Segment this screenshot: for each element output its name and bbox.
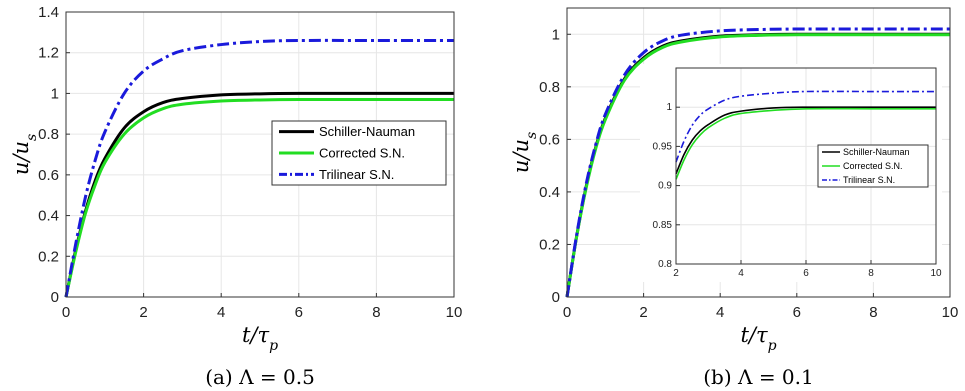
x-tick-label: 10 <box>446 304 463 321</box>
x-tick-label: 8 <box>372 304 380 321</box>
y-tick-label: 1 <box>666 102 672 113</box>
y-tick-label: 1.2 <box>38 45 59 62</box>
x-tick-label: 0 <box>563 304 571 321</box>
y-tick-label: 0.95 <box>653 141 673 152</box>
series-line <box>64 38 454 298</box>
x-tick-label: 0 <box>62 304 70 321</box>
y-tick-label: 0.2 <box>38 248 59 265</box>
x-tick-label: 10 <box>930 268 942 279</box>
y-tick-label: 1 <box>51 85 59 102</box>
y-tick-label: 1 <box>552 26 560 43</box>
series-line <box>675 107 936 180</box>
x-tick-label: 2 <box>673 268 679 279</box>
legend-label: Schiller-Nauman <box>843 147 910 157</box>
x-tick-label: 8 <box>869 304 877 321</box>
x-tick-label: 4 <box>738 268 744 279</box>
caption-a: (a) Λ = 0.5 <box>205 365 315 389</box>
x-tick-label: 10 <box>942 304 959 321</box>
caption-b: (b) Λ = 0.1 <box>703 365 814 389</box>
x-tick-label: 2 <box>139 304 147 321</box>
y-tick-label: 0.8 <box>38 126 59 143</box>
inset-panel: 2 4 6 8 10 0.8 0.85 0.9 0.95 1 Schiller-Nauman Corr… <box>653 67 942 279</box>
x-tick-label: 6 <box>803 268 809 279</box>
y-axis-label-b: u/us <box>509 132 540 173</box>
y-tick-label: 0.4 <box>38 208 59 225</box>
legend-label: Schiller-Nauman <box>319 124 415 139</box>
x-tick-label: 2 <box>639 304 647 321</box>
y-tick-label: 0 <box>552 289 560 306</box>
x-tick-label: 4 <box>716 304 724 321</box>
series-line <box>64 98 455 298</box>
y-tick-label: 0.9 <box>658 181 672 192</box>
y-tick-label: 0.6 <box>539 131 560 148</box>
axes-frame <box>566 7 951 298</box>
x-axis-label-a: t/τp <box>242 323 278 354</box>
y-axis-label-a: u/us <box>9 134 40 175</box>
axes-frame <box>675 67 937 265</box>
panel-a: 0 2 4 6 8 10 0 0.2 0.4 0.6 0.8 1 1.2 1.4 Schiller-Naum… <box>38 4 462 321</box>
series-line <box>675 106 936 175</box>
x-tick-label: 6 <box>793 304 801 321</box>
y-tick-label: 1.4 <box>38 4 59 21</box>
series-line <box>675 90 936 163</box>
y-tick-label: 0.2 <box>539 236 560 253</box>
legend-label: Corrected S.N. <box>319 146 405 161</box>
legend-label: Trilinear S.N. <box>843 175 895 185</box>
y-tick-label: 0.6 <box>38 167 59 184</box>
y-tick-label: 0.8 <box>658 259 672 270</box>
y-tick-label: 0.8 <box>539 79 560 96</box>
y-tick-label: 0.4 <box>539 184 560 201</box>
legend-label: Corrected S.N. <box>843 161 903 171</box>
y-tick-label: 0.85 <box>653 220 673 231</box>
series-line <box>565 27 950 298</box>
axes-frame <box>65 11 455 298</box>
x-tick-label: 4 <box>217 304 225 321</box>
x-tick-label: 6 <box>295 304 303 321</box>
y-tick-label: 0 <box>51 289 59 306</box>
legend-label: Trilinear S.N. <box>319 167 394 182</box>
x-axis-label-b: t/τp <box>740 323 776 354</box>
x-tick-label: 8 <box>868 268 874 279</box>
